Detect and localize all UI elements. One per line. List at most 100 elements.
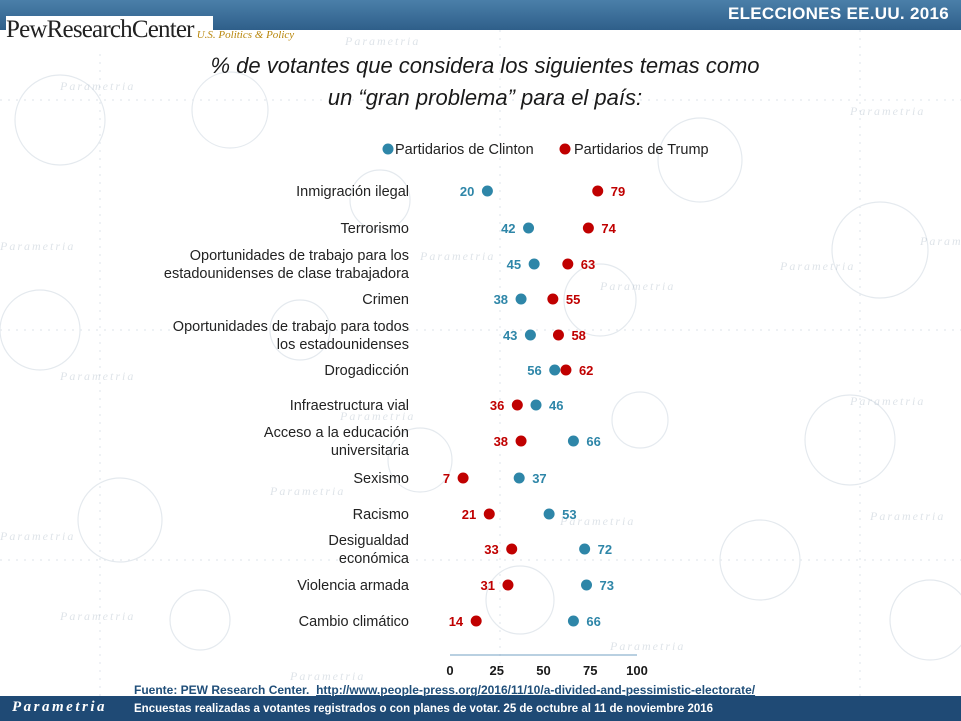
data-label-trump: 63: [581, 257, 595, 272]
x-tick-label: 100: [626, 663, 648, 678]
watermark-circle: [269, 299, 331, 361]
data-point-trump: [582, 222, 594, 234]
category-label: estadounidenses de clase trabajadora: [164, 266, 410, 282]
data-point-trump: [560, 364, 572, 376]
watermark-circle: [889, 579, 961, 661]
watermark-text: Parametria: [919, 234, 961, 248]
watermark-circle: [831, 201, 929, 299]
data-label-clinton: 45: [507, 257, 521, 272]
watermark-text: Parametria: [559, 514, 635, 528]
source-link[interactable]: http://www.people-press.org/2016/11/10/a…: [316, 683, 756, 697]
category-label: Desigualdad: [328, 533, 409, 549]
watermark-texts: Parametria Parametria Parametria Parametria…: [0, 34, 961, 683]
footer-bar: [0, 696, 961, 721]
data-point-clinton: [579, 543, 591, 555]
survey-note: Encuestas realizadas a votantes registra…: [134, 703, 714, 715]
watermark-text: Parametria: [0, 239, 75, 253]
header-title: ELECCIONES EE.UU. 2016: [727, 4, 949, 23]
data-label-trump: 79: [611, 184, 625, 199]
data-point-trump: [515, 435, 527, 447]
data-label-clinton: 72: [598, 542, 612, 557]
category-label: universitaria: [331, 443, 410, 459]
category-label: Cambio climático: [299, 614, 409, 630]
watermark-circle: [349, 169, 411, 231]
data-point-clinton: [543, 508, 555, 520]
data-point-trump: [562, 258, 574, 270]
data-point-clinton: [530, 399, 542, 411]
category-label: Oportunidades de trabajo para los: [190, 248, 409, 264]
data-point-trump: [506, 543, 518, 555]
data-point-trump: [457, 472, 469, 484]
category-label: Violencia armada: [297, 578, 410, 594]
watermark-text: Parametria: [779, 259, 855, 273]
data-label-trump: 74: [601, 221, 616, 236]
data-point-trump: [502, 579, 514, 591]
chart-title: % de votantes que considera los siguient…: [210, 53, 760, 110]
watermark-circle: [657, 117, 743, 203]
watermark-circle: [804, 394, 896, 486]
data-point-clinton: [528, 258, 540, 270]
logo-main-text: PewResearchCenter: [6, 16, 195, 43]
data-label-clinton: 46: [549, 398, 563, 413]
category-label: Terrorismo: [341, 221, 409, 237]
data-label-trump: 38: [494, 434, 508, 449]
watermark-circle: [485, 565, 555, 635]
watermark-circle: [719, 519, 801, 601]
watermark-text: Parametria: [419, 249, 495, 263]
legend: Partidarios de Clinton Partidarios de Tru…: [382, 142, 709, 158]
watermark-text: Parametria: [289, 669, 365, 683]
watermark-text: Parametria: [609, 639, 685, 653]
legend-marker-trump: [559, 143, 571, 155]
category-label: Racismo: [353, 507, 409, 523]
data-label-clinton: 66: [586, 614, 600, 629]
data-label-trump: 7: [443, 471, 450, 486]
watermark-circle: [563, 263, 637, 337]
data-label-trump: 14: [449, 614, 464, 629]
pew-logo: PewResearchCenter U.S. Politics & Policy: [6, 16, 294, 52]
category-label: Sexismo: [353, 471, 409, 487]
category-label: Drogadicción: [324, 363, 409, 379]
legend-label-clinton: Partidarios de Clinton: [395, 142, 534, 158]
data-label-trump: 58: [571, 328, 585, 343]
watermark-circle: [387, 427, 453, 493]
category-label: Inmigración ilegal: [296, 184, 409, 200]
watermark-text: Parametria: [599, 279, 675, 293]
data-point-clinton: [515, 293, 527, 305]
data-label-trump: 36: [490, 398, 504, 413]
data-point-clinton: [567, 615, 579, 627]
watermark-circle: [169, 589, 231, 651]
legend-label-trump: Partidarios de Trump: [574, 142, 709, 158]
data-label-trump: 21: [462, 507, 476, 522]
data-point-trump: [470, 615, 482, 627]
category-label: Acceso a la educación: [264, 425, 409, 441]
watermark-text: Parametria: [59, 609, 135, 623]
data-point-trump: [552, 329, 564, 341]
data-point-clinton: [523, 222, 535, 234]
watermark-text: Parametria: [344, 34, 420, 48]
data-point-clinton: [581, 579, 593, 591]
data-label-clinton: 38: [494, 292, 508, 307]
watermark-text: Parametria: [59, 369, 135, 383]
legend-marker-clinton: [382, 143, 394, 155]
data-label-clinton: 37: [532, 471, 546, 486]
data-label-clinton: 42: [501, 221, 515, 236]
data-point-clinton: [549, 364, 561, 376]
watermark-text: Parametria: [849, 394, 925, 408]
watermark-text: Parametria: [339, 409, 415, 423]
source-line: Fuente: PEW Research Center. http://www.…: [134, 683, 755, 697]
logo-sub-text: U.S. Politics & Policy: [196, 29, 295, 41]
watermark-circle: [611, 391, 669, 449]
watermark-text: Parametria: [849, 104, 925, 118]
data-point-clinton: [513, 472, 525, 484]
x-tick-label: 50: [536, 663, 550, 678]
x-tick-label: 25: [490, 663, 504, 678]
data-point-trump: [511, 399, 523, 411]
watermark-circle: [77, 477, 163, 563]
data-point-clinton: [524, 329, 536, 341]
data-point-clinton: [567, 435, 579, 447]
data-point-trump: [547, 293, 559, 305]
watermark-text: Parametria: [0, 529, 75, 543]
data-label-clinton: 73: [600, 578, 614, 593]
